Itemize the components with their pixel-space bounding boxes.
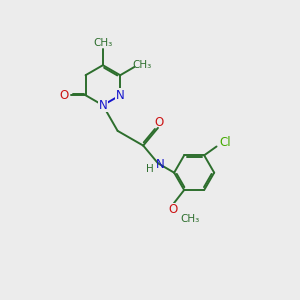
Text: O: O [60,89,69,102]
Text: O: O [169,203,178,216]
Text: N: N [98,99,107,112]
Text: N: N [116,89,124,102]
Text: CH₃: CH₃ [93,38,112,47]
Text: H: H [146,164,154,173]
Text: N: N [156,158,165,171]
Text: CH₃: CH₃ [180,214,200,224]
Text: O: O [155,116,164,128]
Text: Cl: Cl [220,136,231,149]
Text: CH₃: CH₃ [132,60,151,70]
